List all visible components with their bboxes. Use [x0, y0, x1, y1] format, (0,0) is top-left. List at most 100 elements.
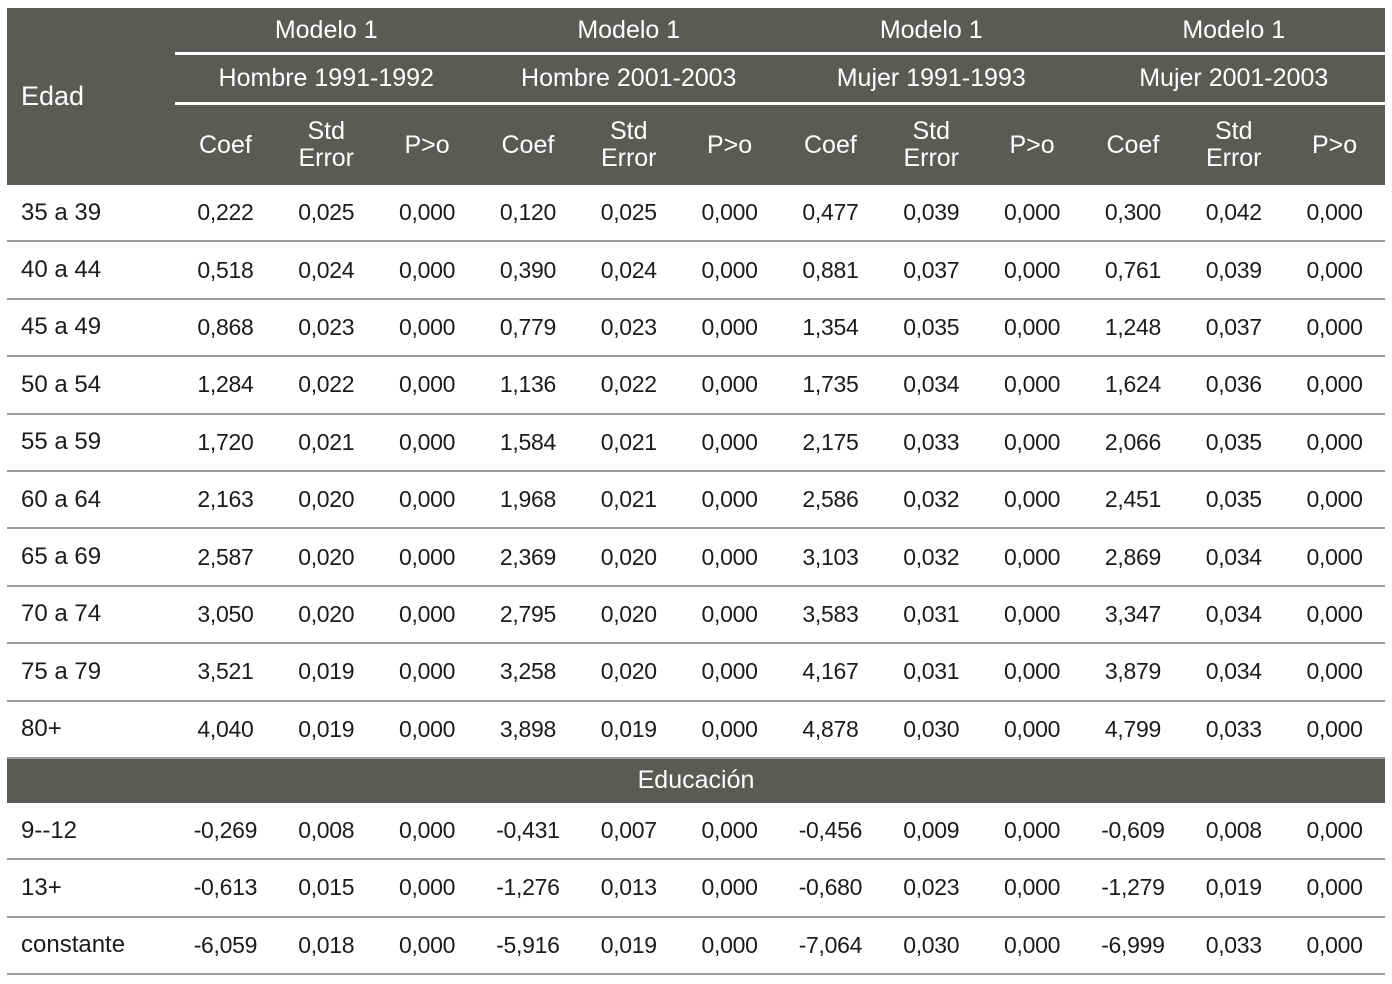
table-cell: 0,019	[600, 715, 657, 742]
table-cell: 0,037	[1205, 313, 1262, 340]
table-cell: 0,000	[399, 313, 456, 340]
table-cell: 0,000	[399, 600, 456, 627]
table-row: 75 a 79 3,521 0,019 0,000 3,258 0,020 0,000 4,1…	[7, 644, 1385, 702]
table-cell: 0,000	[1004, 543, 1061, 570]
model-label-group-2: Modelo 1	[477, 8, 780, 55]
table-cell: 1,248	[1104, 313, 1161, 340]
table-cell: 0,021	[600, 428, 657, 455]
table-cell: 1,968	[499, 486, 556, 513]
table-cell: 0,000	[701, 371, 758, 398]
period-label-hombre-2001-2003: Hombre 2001-2003	[477, 55, 780, 105]
table-cell: 0,000	[399, 715, 456, 742]
table-cell: 3,258	[499, 658, 556, 685]
table-cell: 0,000	[1004, 486, 1061, 513]
table-cell: 3,898	[499, 715, 556, 742]
table-header: Edad Modelo 1 Modelo 1 Modelo 1 Modelo 1…	[7, 8, 1385, 185]
table-cell: -0,613	[193, 874, 258, 901]
table-cell: 0,000	[701, 313, 758, 340]
table-cell: 4,878	[802, 715, 859, 742]
table-cell: 0,008	[298, 817, 355, 844]
period-label-mujer-2001-2003: Mujer 2001-2003	[1082, 55, 1385, 105]
table-cell: 0,042	[1205, 199, 1262, 226]
stat-header-std-error: Std Error	[600, 117, 657, 172]
table-cell: 0,000	[1004, 428, 1061, 455]
table-row: 50 a 54 1,284 0,022 0,000 1,136 0,022 0,000 1,7…	[7, 357, 1385, 415]
table-cell: -1,279	[1101, 874, 1165, 901]
table-cell: 0,881	[802, 256, 859, 283]
row-label: 75 a 79	[21, 657, 102, 685]
table-cell: 0,015	[298, 874, 355, 901]
table-cell: 0,000	[1004, 658, 1061, 685]
table-cell: 0,039	[903, 199, 960, 226]
table-cell: 0,000	[399, 428, 456, 455]
table-cell: 1,136	[499, 371, 556, 398]
table-cell: 0,000	[1306, 486, 1363, 513]
table-cell: 0,036	[1205, 371, 1262, 398]
table-row: 80+ 4,040 0,019 0,000 3,898 0,019 0,000 4,878 0,…	[7, 702, 1385, 759]
table-cell: 0,020	[298, 486, 355, 513]
table-cell: 0,000	[701, 658, 758, 685]
table-cell: 1,284	[197, 371, 254, 398]
row-label: 50 a 54	[21, 370, 102, 398]
table-cell: 0,033	[903, 428, 960, 455]
table-row: 70 a 74 3,050 0,020 0,000 2,795 0,020 0,000 3,5…	[7, 587, 1385, 645]
row-label: 45 a 49	[21, 313, 102, 341]
row-label: 80+	[21, 715, 62, 743]
table-cell: 0,032	[903, 486, 960, 513]
table-cell: 2,066	[1104, 428, 1161, 455]
table-row: 55 a 59 1,720 0,021 0,000 1,584 0,021 0,000 2,1…	[7, 415, 1385, 472]
table-cell: 0,000	[1306, 817, 1363, 844]
table-cell: 0,022	[298, 371, 355, 398]
table-cell: 2,451	[1104, 486, 1161, 513]
table-cell: 0,000	[1004, 715, 1061, 742]
table-cell: 0,019	[600, 931, 657, 958]
stat-header-std-error: Std Error	[903, 117, 960, 172]
table-cell: -0,456	[798, 817, 863, 844]
table-cell: 0,037	[903, 256, 960, 283]
section-band-educacion: Educación	[7, 758, 1385, 803]
table-cell: 0,000	[701, 486, 758, 513]
table-cell: 0,000	[399, 256, 456, 283]
row-label: 55 a 59	[21, 428, 102, 456]
table-cell: 0,033	[1205, 931, 1262, 958]
stat-header-p: P>o	[706, 130, 753, 159]
table-cell: 2,163	[197, 486, 254, 513]
table-cell: 0,000	[1004, 256, 1061, 283]
table-cell: -1,276	[496, 874, 560, 901]
table-cell: 0,020	[298, 600, 355, 627]
table-cell: 0,000	[701, 931, 758, 958]
table-cell: 0,000	[399, 543, 456, 570]
table-cell: 1,624	[1104, 371, 1161, 398]
table-cell: 0,000	[1306, 256, 1363, 283]
table-cell: 0,034	[1205, 658, 1262, 685]
table-cell: 0,023	[600, 313, 657, 340]
table-row: 60 a 64 2,163 0,020 0,000 1,968 0,021 0,000 2,5…	[7, 472, 1385, 530]
table-cell: 0,025	[600, 199, 657, 226]
row-label: 13+	[21, 873, 62, 901]
table-cell: 0,013	[600, 874, 657, 901]
row-label: 65 a 69	[21, 543, 102, 571]
regression-table: Edad Modelo 1 Modelo 1 Modelo 1 Modelo 1…	[7, 8, 1385, 976]
table-cell: 0,023	[298, 313, 355, 340]
table-cell: 0,000	[701, 256, 758, 283]
table-cell: 0,000	[1306, 199, 1363, 226]
table-cell: 0,779	[499, 313, 556, 340]
table-cell: 0,025	[298, 199, 355, 226]
table-cell: 0,300	[1104, 199, 1161, 226]
table-cell: 0,000	[701, 199, 758, 226]
table-cell: -0,609	[1101, 817, 1165, 844]
table-cell: 3,347	[1104, 600, 1161, 627]
table-cell: 0,000	[1306, 874, 1363, 901]
table-cell: 0,868	[197, 313, 254, 340]
table-cell: 0,034	[1205, 600, 1262, 627]
row-header-edad: Edad	[21, 81, 85, 111]
table-cell: 0,390	[499, 256, 556, 283]
table-cell: 0,000	[399, 371, 456, 398]
table-cell: 0,009	[903, 817, 960, 844]
table-cell: 0,000	[1004, 600, 1061, 627]
table-cell: 0,000	[1306, 658, 1363, 685]
table-cell: 0,000	[701, 817, 758, 844]
table-cell: 0,030	[903, 715, 960, 742]
table-cell: 2,869	[1104, 543, 1161, 570]
